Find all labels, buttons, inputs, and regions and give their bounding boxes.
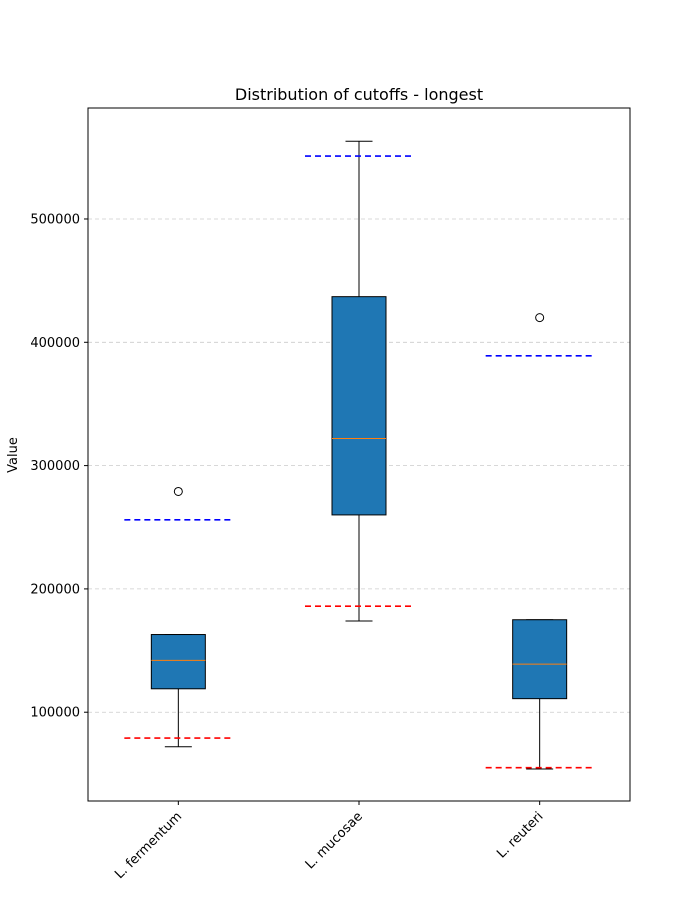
y-tick-label: 100000 bbox=[30, 706, 80, 721]
x-tick-label: L. mucosae bbox=[303, 809, 366, 872]
x-axis: L. fermentum L. mucosae L. reuteri bbox=[112, 801, 546, 882]
x-tick-label: L. fermentum bbox=[112, 809, 185, 882]
y-tick-label: 400000 bbox=[30, 336, 80, 351]
chart-title: Distribution of cutoffs - longest bbox=[235, 85, 483, 104]
y-axis: 100000 200000 300000 400000 500000 bbox=[30, 212, 88, 721]
plot-area bbox=[124, 140, 594, 770]
y-tick-label: 500000 bbox=[30, 212, 80, 227]
outlier-point bbox=[173, 486, 183, 496]
y-tick-label: 300000 bbox=[30, 459, 80, 474]
box-iqr bbox=[331, 296, 387, 516]
box-iqr bbox=[512, 619, 568, 700]
y-axis-label: Value bbox=[6, 437, 21, 473]
plot-frame bbox=[87, 107, 631, 802]
y-tick-label: 200000 bbox=[30, 582, 80, 597]
box-iqr bbox=[150, 634, 206, 690]
outlier-point bbox=[535, 313, 545, 323]
x-tick-label: L. reuteri bbox=[494, 809, 546, 861]
